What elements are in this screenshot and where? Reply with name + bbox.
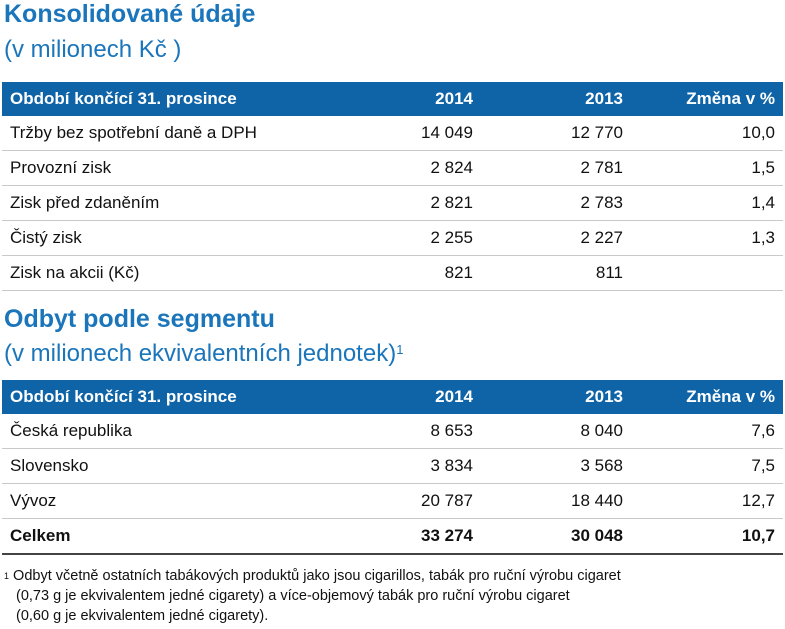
- header-period: Období končící 31. prosince: [2, 82, 333, 116]
- row-label: Vývoz: [2, 483, 333, 519]
- value-change: 1,4: [631, 185, 783, 221]
- row-label: Tržby bez spotřební daně a DPH: [2, 116, 333, 151]
- header-change: Změna v %: [631, 380, 783, 414]
- value-2014: 3 834: [333, 448, 481, 484]
- table-row: Česká republika 8 653 8 040 7,6: [2, 414, 783, 449]
- value-change: 7,5: [631, 448, 783, 484]
- section2-subtitle: (v milionech ekvivalentních jednotek)1: [4, 340, 403, 368]
- value-2014: 20 787: [333, 483, 481, 519]
- segment-volume-table: Období končící 31. prosince 2014 2013 Zm…: [2, 380, 783, 555]
- value-change: 1,5: [631, 150, 783, 186]
- header-2014: 2014: [333, 82, 481, 116]
- value-2014: 8 653: [333, 414, 481, 449]
- value-change: 1,3: [631, 220, 783, 256]
- value-2014: 2 255: [333, 220, 481, 256]
- value-change: 7,6: [631, 414, 783, 449]
- header-period: Období končící 31. prosince: [2, 380, 333, 414]
- table-row: Tržby bez spotřební daně a DPH 14 049 12…: [2, 116, 783, 151]
- value-2014: 14 049: [333, 116, 481, 151]
- total-2013: 30 048: [481, 518, 631, 555]
- value-change: 12,7: [631, 483, 783, 519]
- value-2013: 8 040: [481, 414, 631, 449]
- section1-subtitle: (v milionech Kč ): [4, 36, 182, 63]
- footnote-line-3: (0,60 g je ekvivalentem jedné cigarety).: [16, 608, 269, 624]
- table-row: Slovensko 3 834 3 568 7,5: [2, 448, 783, 484]
- footnote-mark: 1: [4, 571, 10, 581]
- table-row: Provozní zisk 2 824 2 781 1,5: [2, 150, 783, 186]
- table-header-row: Období končící 31. prosince 2014 2013 Zm…: [2, 380, 783, 414]
- total-row: Celkem 33 274 30 048 10,7: [2, 518, 783, 555]
- value-2013: 3 568: [481, 448, 631, 484]
- row-label: Zisk na akcii (Kč): [2, 255, 333, 291]
- value-2013: 12 770: [481, 116, 631, 151]
- table-header-row: Období končící 31. prosince 2014 2013 Zm…: [2, 82, 783, 116]
- table-row: Zisk před zdaněním 2 821 2 783 1,4: [2, 185, 783, 221]
- header-2013: 2013: [481, 82, 631, 116]
- row-label: Provozní zisk: [2, 150, 333, 186]
- total-2014: 33 274: [333, 518, 481, 555]
- total-change: 10,7: [631, 518, 783, 555]
- footnote-line-2: (0,73 g je ekvivalentem jedné cigarety) …: [16, 588, 570, 604]
- value-2014: 2 824: [333, 150, 481, 186]
- footnote-line-1: 1 Odbyt včetně ostatních tabákových prod…: [4, 566, 621, 586]
- header-2014: 2014: [333, 380, 481, 414]
- total-label: Celkem: [2, 518, 333, 555]
- table-row: Vývoz 20 787 18 440 12,7: [2, 483, 783, 519]
- value-2013: 18 440: [481, 483, 631, 519]
- header-change: Změna v %: [631, 82, 783, 116]
- value-2013: 811: [481, 255, 631, 291]
- value-2014: 821: [333, 255, 481, 291]
- consolidated-data-table: Období končící 31. prosince 2014 2013 Zm…: [2, 82, 783, 291]
- header-2013: 2013: [481, 380, 631, 414]
- table-row: Zisk na akcii (Kč) 821 811: [2, 255, 783, 291]
- section1-title: Konsolidované údaje: [4, 0, 256, 28]
- value-change: [631, 255, 783, 291]
- row-label: Česká republika: [2, 414, 333, 449]
- footnote-reference: 1: [396, 342, 404, 357]
- row-label: Zisk před zdaněním: [2, 185, 333, 221]
- table-row: Čistý zisk 2 255 2 227 1,3: [2, 220, 783, 256]
- footnote-text-1: Odbyt včetně ostatních tabákových produk…: [13, 568, 621, 584]
- value-2014: 2 821: [333, 185, 481, 221]
- row-label: Čistý zisk: [2, 220, 333, 256]
- section2-title: Odbyt podle segmentu: [4, 305, 275, 333]
- value-2013: 2 783: [481, 185, 631, 221]
- value-2013: 2 781: [481, 150, 631, 186]
- row-label: Slovensko: [2, 448, 333, 484]
- value-change: 10,0: [631, 116, 783, 151]
- section2-subtitle-text: (v milionech ekvivalentních jednotek): [4, 340, 397, 367]
- value-2013: 2 227: [481, 220, 631, 256]
- footnote: 1 Odbyt včetně ostatních tabákových prod…: [4, 566, 621, 626]
